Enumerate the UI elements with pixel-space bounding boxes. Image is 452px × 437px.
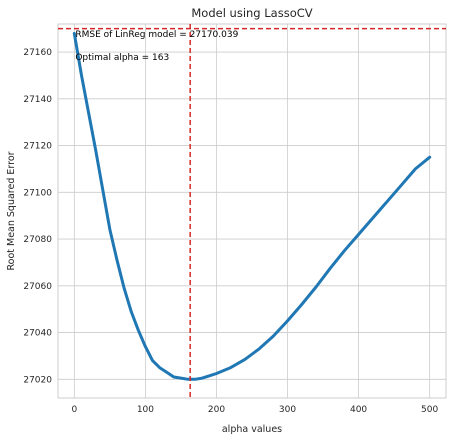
x-tick-label: 500 bbox=[421, 405, 438, 415]
x-axis-ticks: 0 100 200 300 400 500 bbox=[71, 405, 438, 415]
reference-lines bbox=[58, 24, 446, 398]
y-tick-label: 27160 bbox=[23, 48, 52, 58]
chart-title: Model using LassoCV bbox=[191, 6, 312, 20]
y-tick-label: 27060 bbox=[23, 282, 52, 292]
x-tick-label: 400 bbox=[350, 405, 367, 415]
y-axis-label: Root Mean Squared Error bbox=[6, 151, 17, 270]
plot-area bbox=[57, 23, 447, 399]
x-axis-label: alpha values bbox=[222, 424, 282, 435]
y-tick-label: 27140 bbox=[23, 95, 52, 105]
x-tick-label: 100 bbox=[137, 405, 154, 415]
optimal-alpha-annotation: Optimal alpha = 163 bbox=[75, 53, 169, 63]
grid bbox=[58, 24, 446, 398]
y-axis-ticks: 27020 27040 27060 27080 27100 27120 27140 27160 bbox=[23, 48, 52, 385]
annotations: RMSE of LinReg model = 27170.039 Optimal … bbox=[75, 30, 238, 63]
y-tick-label: 27020 bbox=[23, 375, 52, 385]
x-tick-label: 300 bbox=[279, 405, 296, 415]
x-tick-label: 200 bbox=[208, 405, 225, 415]
x-tick-label: 0 bbox=[71, 405, 77, 415]
linreg-rmse-annotation: RMSE of LinReg model = 27170.039 bbox=[75, 30, 238, 40]
y-tick-label: 27040 bbox=[23, 329, 52, 339]
y-tick-label: 27100 bbox=[23, 188, 52, 198]
y-tick-label: 27120 bbox=[23, 142, 52, 152]
series-layer bbox=[72, 31, 432, 381]
rmse-line bbox=[72, 31, 432, 381]
y-tick-label: 27080 bbox=[23, 235, 52, 245]
